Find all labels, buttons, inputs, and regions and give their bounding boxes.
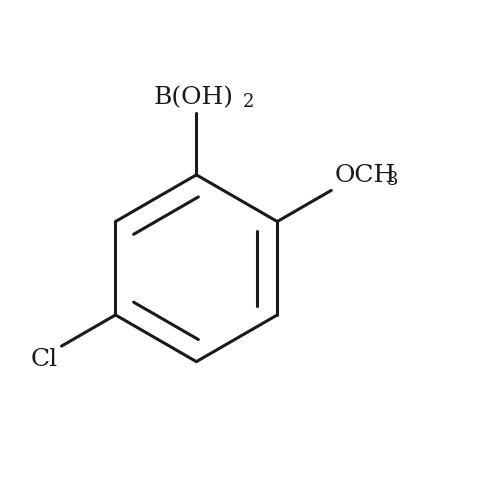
- Text: OCH: OCH: [335, 163, 396, 187]
- Text: Cl: Cl: [31, 349, 58, 372]
- Text: B(OH): B(OH): [154, 86, 234, 109]
- Text: 3: 3: [386, 171, 398, 189]
- Text: 2: 2: [243, 92, 254, 111]
